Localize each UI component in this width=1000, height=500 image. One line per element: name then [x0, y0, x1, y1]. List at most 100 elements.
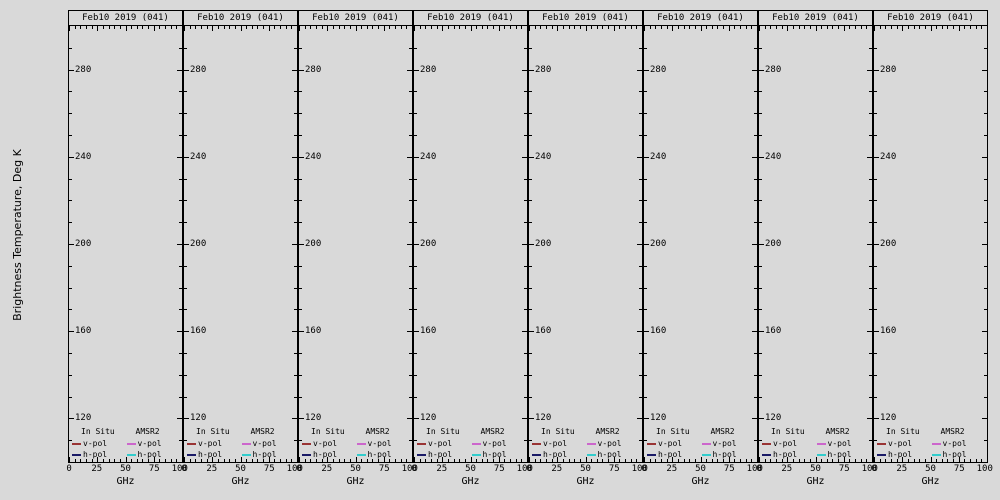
- amsr2-h-pol-line-swatch: [241, 453, 251, 456]
- legend-label-v-pol: v-pol: [198, 438, 223, 448]
- tick-mark: [268, 457, 270, 462]
- tick-mark: [414, 353, 417, 354]
- x-tick-label: 75: [608, 464, 620, 474]
- tick-mark: [529, 331, 534, 333]
- tick-mark: [613, 26, 615, 31]
- tick-mark: [274, 26, 276, 29]
- tick-mark: [644, 374, 647, 376]
- tick-mark: [524, 353, 527, 354]
- tick-mark: [182, 26, 183, 31]
- legend-row: v-pol: [71, 438, 126, 449]
- x-tick-label: 100: [861, 464, 878, 474]
- tick-mark: [855, 459, 857, 462]
- tick-mark: [869, 396, 872, 398]
- tick-mark: [984, 91, 987, 93]
- x-tick-label: 100: [746, 464, 763, 474]
- tick-mark: [524, 222, 527, 224]
- y-axis-label: Brightness Temperature, Deg K: [11, 149, 24, 321]
- tick-mark: [136, 26, 138, 29]
- tick-mark: [414, 200, 417, 202]
- tick-mark: [294, 265, 297, 267]
- tick-mark: [759, 309, 762, 311]
- tick-mark: [529, 287, 532, 289]
- tick-mark: [947, 26, 949, 29]
- y-tick-label: 240: [535, 151, 552, 162]
- tick-mark: [752, 331, 757, 333]
- tick-mark: [299, 91, 302, 93]
- tick-mark: [843, 26, 845, 31]
- panel: Feb10 2019 (041) In Situ v-pol h-pol AMS…: [871, 10, 993, 487]
- x-axis-title: GHz: [921, 476, 940, 487]
- amsr2-v-pol-line-swatch: [471, 442, 481, 445]
- tick-mark: [69, 287, 72, 289]
- tick-mark: [907, 459, 909, 462]
- tick-mark: [414, 69, 419, 71]
- tick-mark: [867, 244, 872, 245]
- legend-header-in-situ: In Situ: [81, 427, 115, 436]
- x-tick-label: 100: [976, 464, 993, 474]
- tick-mark: [936, 459, 938, 462]
- tick-mark: [294, 135, 297, 136]
- tick-mark: [867, 418, 872, 420]
- y-tick-label: 200: [75, 239, 92, 249]
- tick-mark: [639, 374, 642, 376]
- tick-mark: [759, 265, 762, 267]
- tick-mark: [792, 459, 794, 462]
- legend-header-in-situ: In Situ: [886, 427, 920, 436]
- in-situ-h-pol-line-swatch: [417, 453, 426, 456]
- tick-mark: [734, 459, 736, 462]
- tick-mark: [217, 26, 219, 29]
- tick-mark: [493, 26, 495, 29]
- panel: Feb10 2019 (041) In Situ v-pol h-pol AMS…: [411, 10, 533, 487]
- tick-mark: [299, 265, 302, 267]
- tick-mark: [459, 26, 461, 29]
- tick-mark: [984, 113, 987, 115]
- tick-mark: [804, 459, 806, 462]
- tick-mark: [984, 200, 987, 202]
- x-axis-tick-labels: 0 25 50 75 100: [756, 463, 878, 474]
- in-situ-h-pol-line-swatch: [72, 453, 81, 456]
- tick-mark: [299, 457, 300, 462]
- tick-mark: [585, 457, 587, 462]
- tick-mark: [529, 309, 532, 311]
- tick-mark: [639, 396, 642, 398]
- tick-mark: [285, 26, 287, 29]
- legend-row: h-pol: [586, 449, 641, 460]
- tick-mark: [849, 26, 851, 29]
- tick-mark: [177, 69, 182, 71]
- tick-mark: [540, 26, 542, 29]
- x-tick-label: 0: [756, 464, 762, 474]
- tick-mark: [953, 459, 955, 462]
- legend-label-h-pol: h-pol: [83, 449, 108, 459]
- in-situ-v-pol-line-swatch: [762, 442, 771, 445]
- tick-mark: [759, 91, 762, 93]
- legend-col-amsr2: AMSR2 v-pol h-pol: [586, 427, 641, 460]
- tick-mark: [919, 26, 921, 29]
- tick-mark: [182, 457, 183, 462]
- tick-mark: [97, 26, 99, 31]
- tick-mark: [406, 26, 408, 29]
- tick-mark: [545, 459, 547, 462]
- tick-mark: [660, 459, 662, 462]
- tick-mark: [436, 459, 438, 462]
- y-tick-label: 160: [880, 326, 897, 337]
- tick-mark: [759, 287, 762, 289]
- legend-row: h-pol: [186, 449, 241, 460]
- tick-mark: [409, 396, 412, 398]
- tick-mark: [649, 459, 651, 462]
- tick-mark: [879, 459, 881, 462]
- tick-mark: [400, 459, 402, 462]
- tick-mark: [498, 26, 500, 31]
- amsr2-v-pol-line-swatch: [586, 442, 596, 445]
- tick-mark: [355, 457, 357, 462]
- amsr2-h-pol-line-swatch: [471, 453, 481, 456]
- tick-mark: [723, 26, 725, 29]
- tick-mark: [734, 26, 736, 29]
- tick-mark: [263, 459, 265, 462]
- tick-mark: [644, 265, 647, 267]
- in-situ-v-pol-line-swatch: [417, 442, 426, 445]
- tick-mark: [639, 222, 642, 224]
- legend-row: h-pol: [241, 449, 296, 460]
- tick-mark: [366, 459, 368, 462]
- x-tick-label: 25: [666, 464, 678, 474]
